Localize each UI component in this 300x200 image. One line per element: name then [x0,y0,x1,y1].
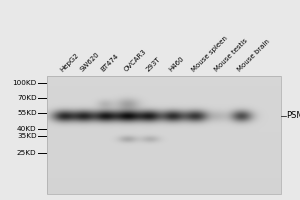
Text: PSMC2: PSMC2 [286,111,300,120]
Text: H460: H460 [168,56,185,73]
Text: 70KD: 70KD [17,95,37,101]
Text: BT474: BT474 [100,53,120,73]
Text: HepG2: HepG2 [59,52,80,73]
Bar [46,76,280,194]
Text: 55KD: 55KD [17,110,37,116]
Text: 293T: 293T [145,56,162,73]
Text: 40KD: 40KD [17,126,37,132]
Text: 25KD: 25KD [17,150,37,156]
Text: 35KD: 35KD [17,133,37,139]
Text: Mouse brain: Mouse brain [236,38,271,73]
Text: SW620: SW620 [79,51,101,73]
Text: Mouse spleen: Mouse spleen [191,35,229,73]
Text: 100KD: 100KD [12,80,37,86]
Text: Mouse testis: Mouse testis [214,38,249,73]
Text: OVCAR3: OVCAR3 [123,48,147,73]
